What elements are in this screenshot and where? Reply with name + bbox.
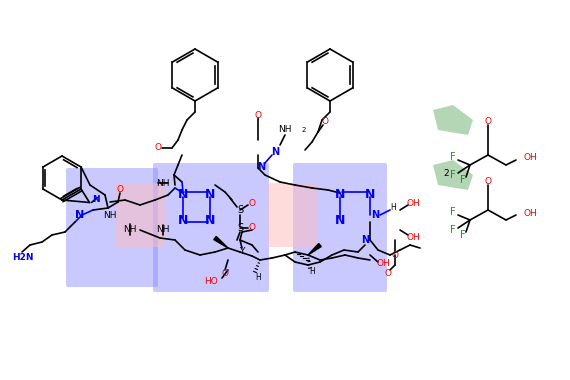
Text: H: H [255,274,261,282]
FancyBboxPatch shape [293,163,387,292]
Text: H2N: H2N [12,253,34,263]
Text: F: F [460,230,466,240]
Text: HO: HO [204,277,218,287]
FancyBboxPatch shape [268,183,317,247]
Text: Y: Y [239,247,245,256]
Text: OH: OH [524,209,538,217]
Text: O: O [249,223,255,233]
Text: O: O [116,185,124,195]
Text: NH: NH [156,225,170,234]
Text: N: N [335,188,345,201]
Text: N: N [205,214,215,226]
Text: 2: 2 [443,168,449,177]
FancyBboxPatch shape [66,168,158,287]
Polygon shape [433,160,473,190]
Text: F: F [450,152,456,162]
Text: N: N [178,214,188,226]
Text: O: O [392,252,398,261]
Text: F: F [450,225,456,235]
Text: O: O [222,269,229,279]
Text: F: F [450,207,456,217]
Text: N: N [257,162,265,172]
Text: N: N [92,195,99,204]
Text: N: N [371,210,379,220]
Text: OH: OH [376,260,390,269]
Text: N: N [205,188,215,201]
Text: S: S [237,205,243,215]
Text: OH: OH [406,233,420,242]
FancyBboxPatch shape [116,183,165,247]
Polygon shape [308,244,321,255]
Text: O: O [254,111,262,119]
Text: O: O [484,177,491,187]
Text: F: F [460,175,466,185]
Text: N: N [75,210,84,220]
Text: N: N [365,188,375,201]
Polygon shape [214,236,228,248]
Polygon shape [433,105,473,135]
Text: N: N [271,147,279,157]
Text: O: O [154,144,161,152]
Text: O: O [321,117,328,127]
Text: NH: NH [103,211,117,220]
Text: O: O [385,269,392,279]
Text: H: H [390,204,396,212]
Text: S: S [237,223,243,233]
Text: N: N [361,235,369,245]
Text: OH: OH [524,154,538,163]
Text: 2: 2 [302,127,306,133]
Text: OH: OH [406,198,420,207]
Text: N: N [178,188,188,201]
Text: NH: NH [123,225,137,234]
Text: H: H [309,268,315,277]
FancyBboxPatch shape [153,163,269,292]
Text: F: F [450,170,456,180]
Text: NH: NH [156,179,170,187]
Text: O: O [249,200,255,209]
Text: NH: NH [278,125,292,135]
Text: O: O [484,117,491,127]
Text: N: N [335,214,345,226]
